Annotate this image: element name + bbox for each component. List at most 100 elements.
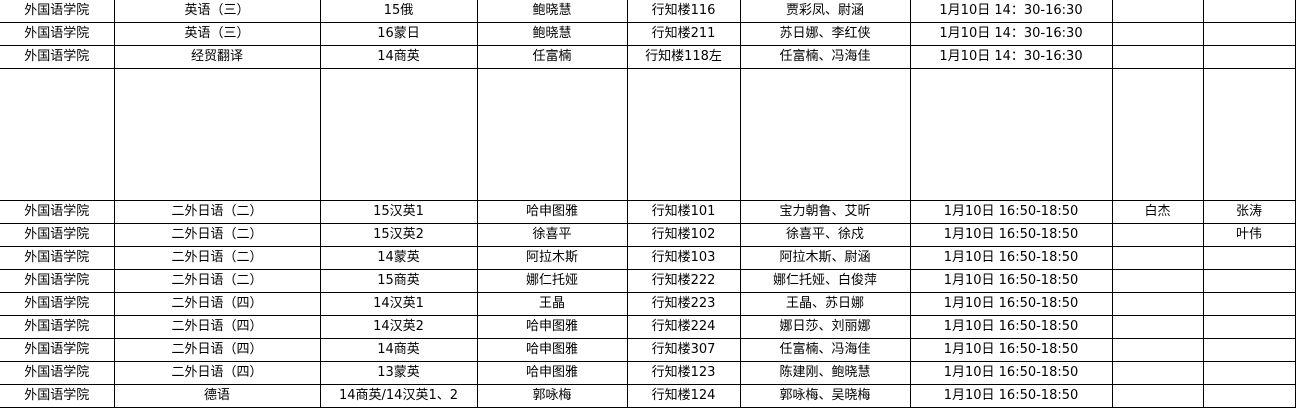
cell-room[interactable]: 行知楼222 (626, 269, 741, 293)
cell-teacher[interactable]: 王晶 (476, 292, 628, 316)
cell-supervisor[interactable] (1202, 315, 1296, 339)
cell-supervisor[interactable] (1202, 22, 1296, 46)
cell-teacher[interactable]: 哈申图雅 (476, 315, 628, 339)
cell-invigilators[interactable]: 任富楠、冯海佳 (739, 338, 911, 362)
cell-supervisor[interactable] (1202, 292, 1296, 316)
cell-class[interactable]: 14商英 (319, 338, 478, 362)
cell-inspector[interactable] (1111, 269, 1204, 293)
cell-course[interactable]: 二外日语（四） (113, 338, 321, 362)
cell-teacher[interactable]: 鲍晓慧 (476, 22, 628, 46)
cell-exam-time[interactable]: 1月10日 16:50-18:50 (909, 246, 1113, 270)
cell-invigilators[interactable]: 阿拉木斯、尉涵 (739, 246, 911, 270)
cell-exam-time[interactable]: 1月10日 16:50-18:50 (909, 338, 1113, 362)
cell-room[interactable]: 行知楼103 (626, 246, 741, 270)
cell-course[interactable]: 英语（三） (113, 0, 321, 23)
cell-inspector[interactable] (1111, 246, 1204, 270)
cell-room[interactable]: 行知楼116 (626, 0, 741, 23)
cell-college[interactable]: 外国语学院 (0, 0, 115, 23)
cell-exam-time[interactable]: 1月10日 16:50-18:50 (909, 292, 1113, 316)
cell-course[interactable]: 二外日语（二） (113, 246, 321, 270)
cell-class[interactable]: 14商英/14汉英1、2 (319, 384, 478, 408)
cell-exam-time[interactable]: 1月10日 16:50-18:50 (909, 269, 1113, 293)
cell-room[interactable]: 行知楼224 (626, 315, 741, 339)
cell-room[interactable]: 行知楼124 (626, 384, 741, 408)
cell-inspector[interactable] (1111, 292, 1204, 316)
cell-exam-time[interactable]: 1月10日 16:50-18:50 (909, 223, 1113, 247)
cell-class[interactable]: 15汉英2 (319, 223, 478, 247)
cell-room[interactable]: 行知楼223 (626, 292, 741, 316)
cell-exam-time[interactable]: 1月10日 14：30-16:30 (909, 22, 1113, 46)
cell-class[interactable]: 14汉英1 (319, 292, 478, 316)
cell-college[interactable]: 外国语学院 (0, 338, 115, 362)
cell-college[interactable]: 外国语学院 (0, 200, 115, 224)
cell-room[interactable]: 行知楼307 (626, 338, 741, 362)
cell-teacher[interactable]: 哈申图雅 (476, 338, 628, 362)
cell-invigilators[interactable]: 王晶、苏日娜 (739, 292, 911, 316)
cell-course[interactable] (113, 68, 321, 201)
cell-class[interactable]: 15商英 (319, 269, 478, 293)
cell-inspector[interactable] (1111, 0, 1204, 23)
cell-exam-time[interactable]: 1月10日 16:50-18:50 (909, 384, 1113, 408)
cell-course[interactable]: 德语 (113, 384, 321, 408)
cell-exam-time[interactable]: 1月10日 14：30-16:30 (909, 45, 1113, 69)
cell-exam-time[interactable]: 1月10日 16:50-18:50 (909, 361, 1113, 385)
cell-exam-time[interactable]: 1月10日 14：30-16:30 (909, 0, 1113, 23)
cell-inspector[interactable] (1111, 223, 1204, 247)
cell-teacher[interactable]: 哈申图雅 (476, 200, 628, 224)
cell-class[interactable] (319, 68, 478, 201)
cell-room[interactable] (626, 68, 741, 201)
cell-inspector[interactable] (1111, 45, 1204, 69)
cell-class[interactable]: 15汉英1 (319, 200, 478, 224)
cell-college[interactable]: 外国语学院 (0, 292, 115, 316)
cell-college[interactable]: 外国语学院 (0, 246, 115, 270)
cell-inspector[interactable]: 白杰 (1111, 200, 1204, 224)
cell-invigilators[interactable]: 娜日莎、刘丽娜 (739, 315, 911, 339)
cell-room[interactable]: 行知楼123 (626, 361, 741, 385)
cell-college[interactable]: 外国语学院 (0, 269, 115, 293)
cell-teacher[interactable]: 任富楠 (476, 45, 628, 69)
cell-course[interactable]: 英语（三） (113, 22, 321, 46)
cell-supervisor[interactable] (1202, 68, 1296, 201)
cell-invigilators[interactable]: 娜仁托娅、白俊萍 (739, 269, 911, 293)
cell-invigilators[interactable]: 陈建刚、鲍晓慧 (739, 361, 911, 385)
cell-course[interactable]: 二外日语（二） (113, 223, 321, 247)
cell-inspector[interactable] (1111, 384, 1204, 408)
cell-invigilators[interactable]: 任富楠、冯海佳 (739, 45, 911, 69)
cell-college[interactable]: 外国语学院 (0, 315, 115, 339)
cell-college[interactable]: 外国语学院 (0, 361, 115, 385)
cell-class[interactable]: 13蒙英 (319, 361, 478, 385)
cell-exam-time[interactable]: 1月10日 16:50-18:50 (909, 315, 1113, 339)
cell-course[interactable]: 二外日语（二） (113, 200, 321, 224)
cell-teacher[interactable]: 徐喜平 (476, 223, 628, 247)
cell-class[interactable]: 15俄 (319, 0, 478, 23)
cell-class[interactable]: 14蒙英 (319, 246, 478, 270)
cell-class[interactable]: 14汉英2 (319, 315, 478, 339)
cell-course[interactable]: 二外日语（四） (113, 361, 321, 385)
cell-room[interactable]: 行知楼118左 (626, 45, 741, 69)
cell-inspector[interactable] (1111, 22, 1204, 46)
cell-room[interactable]: 行知楼101 (626, 200, 741, 224)
cell-invigilators[interactable]: 苏日娜、李红侠 (739, 22, 911, 46)
cell-teacher[interactable]: 郭咏梅 (476, 384, 628, 408)
cell-college[interactable]: 外国语学院 (0, 384, 115, 408)
cell-inspector[interactable] (1111, 68, 1204, 201)
cell-invigilators[interactable]: 徐喜平、徐戍 (739, 223, 911, 247)
cell-college[interactable]: 外国语学院 (0, 45, 115, 69)
cell-course[interactable]: 二外日语（四） (113, 315, 321, 339)
cell-supervisor[interactable] (1202, 361, 1296, 385)
cell-supervisor[interactable] (1202, 45, 1296, 69)
cell-college[interactable]: 外国语学院 (0, 223, 115, 247)
cell-exam-time[interactable] (909, 68, 1113, 201)
cell-teacher[interactable]: 阿拉木斯 (476, 246, 628, 270)
cell-teacher[interactable]: 鲍晓慧 (476, 0, 628, 23)
cell-teacher[interactable] (476, 68, 628, 201)
cell-invigilators[interactable]: 宝力朝鲁、艾昕 (739, 200, 911, 224)
cell-course[interactable]: 经贸翻译 (113, 45, 321, 69)
cell-class[interactable]: 14商英 (319, 45, 478, 69)
cell-teacher[interactable]: 娜仁托娅 (476, 269, 628, 293)
cell-exam-time[interactable]: 1月10日 16:50-18:50 (909, 200, 1113, 224)
cell-supervisor[interactable]: 叶伟 (1202, 223, 1296, 247)
cell-teacher[interactable]: 哈申图雅 (476, 361, 628, 385)
cell-room[interactable]: 行知楼211 (626, 22, 741, 46)
cell-college[interactable] (0, 68, 115, 201)
